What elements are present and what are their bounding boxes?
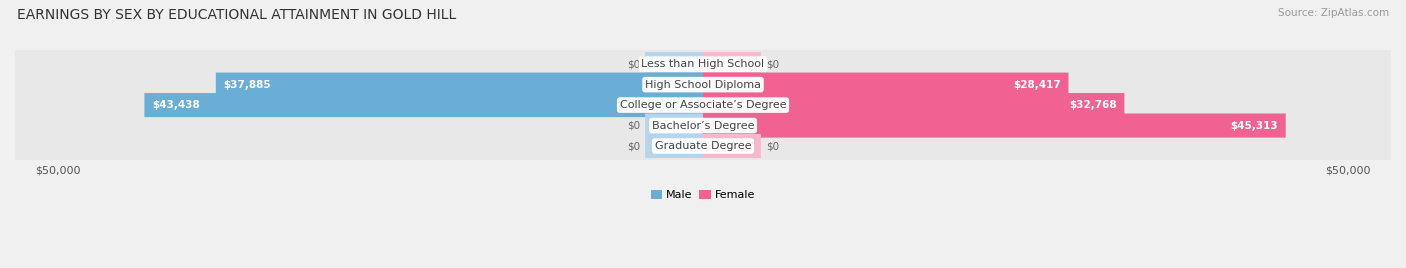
FancyBboxPatch shape (703, 52, 761, 76)
FancyBboxPatch shape (145, 93, 703, 117)
FancyBboxPatch shape (15, 106, 1391, 146)
Text: $45,313: $45,313 (1230, 121, 1278, 131)
Text: EARNINGS BY SEX BY EDUCATIONAL ATTAINMENT IN GOLD HILL: EARNINGS BY SEX BY EDUCATIONAL ATTAINMEN… (17, 8, 456, 22)
FancyBboxPatch shape (703, 134, 761, 158)
Text: Source: ZipAtlas.com: Source: ZipAtlas.com (1278, 8, 1389, 18)
Text: $32,768: $32,768 (1069, 100, 1116, 110)
Text: $37,885: $37,885 (224, 80, 271, 90)
FancyBboxPatch shape (15, 44, 1391, 84)
Text: Less than High School: Less than High School (641, 59, 765, 69)
FancyBboxPatch shape (645, 52, 703, 76)
Text: $43,438: $43,438 (152, 100, 200, 110)
Text: College or Associate’s Degree: College or Associate’s Degree (620, 100, 786, 110)
FancyBboxPatch shape (703, 73, 1069, 97)
FancyBboxPatch shape (15, 65, 1391, 105)
Text: $0: $0 (627, 121, 640, 131)
FancyBboxPatch shape (15, 85, 1391, 125)
Text: $0: $0 (766, 59, 779, 69)
FancyBboxPatch shape (703, 93, 1125, 117)
Text: $28,417: $28,417 (1012, 80, 1060, 90)
FancyBboxPatch shape (215, 73, 703, 97)
Legend: Male, Female: Male, Female (647, 185, 759, 204)
FancyBboxPatch shape (645, 134, 703, 158)
FancyBboxPatch shape (15, 126, 1391, 166)
Text: High School Diploma: High School Diploma (645, 80, 761, 90)
Text: $0: $0 (627, 59, 640, 69)
FancyBboxPatch shape (703, 113, 1285, 137)
Text: Graduate Degree: Graduate Degree (655, 141, 751, 151)
Text: Bachelor’s Degree: Bachelor’s Degree (652, 121, 754, 131)
Text: $0: $0 (627, 141, 640, 151)
Text: $0: $0 (766, 141, 779, 151)
FancyBboxPatch shape (645, 113, 703, 137)
